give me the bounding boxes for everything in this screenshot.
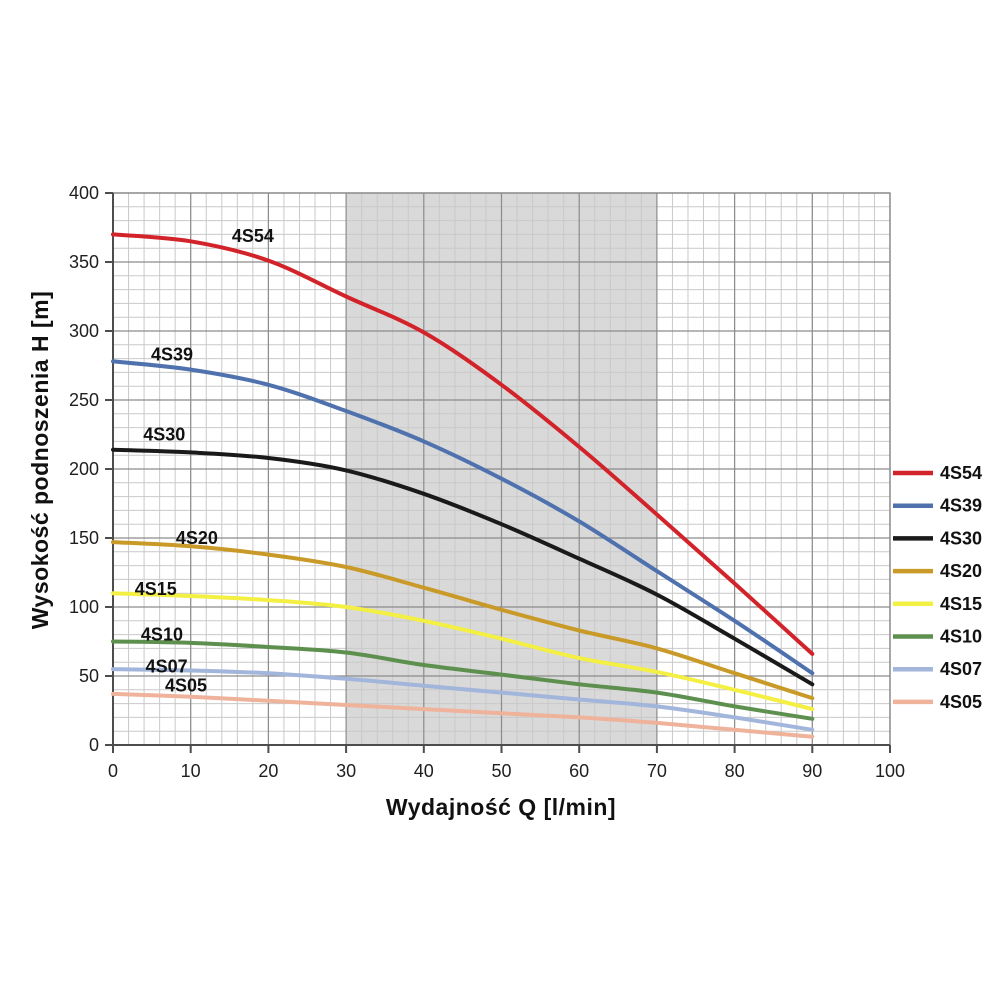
curve-4S05 [111, 691, 815, 739]
legend-item-4S07: 4S07 [893, 659, 982, 679]
curve-label-4S07: 4S07 [146, 656, 188, 676]
x-tick-label: 100 [875, 761, 905, 781]
axis-tick-labels: 0 10 20 30 40 50 60 70 80 90 100 0 50 100 150 200 250 300… [69, 183, 905, 781]
x-tick-label: 90 [802, 761, 822, 781]
legend-item-4S10: 4S10 [893, 627, 982, 647]
y-tick-label: 0 [89, 735, 99, 755]
y-tick-label: 350 [69, 252, 99, 272]
y-tick-label: 200 [69, 459, 99, 479]
y-tick-label: 100 [69, 597, 99, 617]
curve-label-4S30: 4S30 [143, 425, 185, 445]
curve-label-4S20: 4S20 [176, 528, 218, 548]
curve-label-4S54: 4S54 [232, 226, 274, 246]
curve-4S20 [111, 540, 815, 701]
legend-label-4S05: 4S05 [940, 692, 982, 712]
curve-4S15 [111, 591, 815, 712]
legend: 4S54 4S39 4S30 4S20 4S15 4S10 4S07 4S05 [893, 463, 982, 712]
curve-label-4S15: 4S15 [135, 579, 177, 599]
legend-item-4S30: 4S30 [893, 528, 982, 548]
legend-item-4S54: 4S54 [893, 463, 982, 483]
legend-item-4S20: 4S20 [893, 561, 982, 581]
y-tick-label: 300 [69, 321, 99, 341]
y-tick-label: 50 [79, 666, 99, 686]
x-tick-label: 40 [414, 761, 434, 781]
legend-label-4S54: 4S54 [940, 463, 982, 483]
curve-label-4S39: 4S39 [151, 344, 193, 364]
pump-curves [111, 232, 815, 739]
legend-label-4S07: 4S07 [940, 659, 982, 679]
legend-item-4S15: 4S15 [893, 594, 982, 614]
x-tick-label: 70 [647, 761, 667, 781]
x-axis-title: Wydajność Q [l/min] [386, 794, 616, 820]
legend-label-4S10: 4S10 [940, 627, 982, 647]
legend-label-4S15: 4S15 [940, 594, 982, 614]
legend-label-4S39: 4S39 [940, 496, 982, 516]
legend-label-4S30: 4S30 [940, 528, 982, 548]
axis-ticks [105, 192, 891, 753]
legend-item-4S39: 4S39 [893, 496, 982, 516]
legend-label-4S20: 4S20 [940, 561, 982, 581]
curve-4S39 [111, 359, 815, 676]
x-tick-label: 20 [258, 761, 278, 781]
curve-4S54 [111, 232, 815, 656]
x-tick-label: 50 [491, 761, 511, 781]
legend-item-4S05: 4S05 [893, 692, 982, 712]
y-tick-label: 150 [69, 528, 99, 548]
x-tick-label: 30 [336, 761, 356, 781]
curve-4S10 [111, 639, 815, 721]
curve-label-4S05: 4S05 [165, 676, 207, 696]
curve-label-4S10: 4S10 [141, 625, 183, 645]
x-tick-label: 60 [569, 761, 589, 781]
x-tick-label: 80 [725, 761, 745, 781]
x-tick-label: 10 [181, 761, 201, 781]
curve-4S30 [111, 447, 815, 687]
x-tick-label: 0 [108, 761, 118, 781]
y-tick-label: 400 [69, 183, 99, 203]
y-axis-title: Wysokość podnoszenia H [m] [27, 291, 53, 629]
y-tick-label: 250 [69, 390, 99, 410]
curve-4S07 [111, 667, 815, 732]
